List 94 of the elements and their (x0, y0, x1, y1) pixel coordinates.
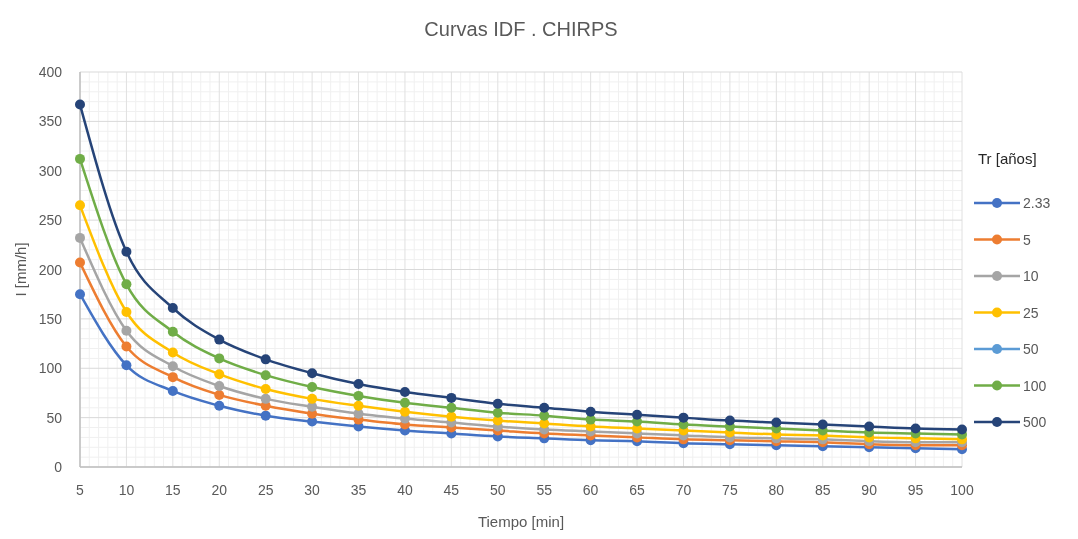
point (399, 397, 410, 408)
legend-label: 500 (1023, 414, 1047, 430)
point (399, 386, 410, 397)
legend-label: 2.33 (1023, 195, 1051, 211)
point (260, 393, 271, 404)
y-tick-label: 250 (38, 212, 63, 229)
point (307, 368, 318, 379)
point (167, 326, 178, 337)
point (167, 385, 178, 396)
point (353, 379, 364, 390)
point (771, 417, 782, 428)
point (910, 423, 921, 434)
point (214, 381, 225, 392)
x-tick-label: 30 (304, 482, 321, 498)
point (167, 303, 178, 314)
x-tick-label: 10 (118, 482, 135, 498)
point (121, 341, 132, 352)
x-tick-label: 5 (76, 482, 85, 498)
point (121, 246, 132, 257)
point (724, 415, 735, 426)
y-tick-label: 350 (38, 113, 63, 130)
point (539, 410, 550, 421)
y-tick-label: 50 (46, 409, 63, 426)
point (121, 360, 132, 371)
point (446, 411, 457, 422)
point (307, 393, 318, 404)
x-tick-label: 25 (257, 482, 274, 498)
point (446, 402, 457, 413)
point (492, 407, 503, 418)
x-tick-label: 35 (350, 482, 367, 498)
point (167, 347, 178, 358)
point (678, 412, 689, 423)
point (492, 398, 503, 409)
point (260, 410, 271, 421)
point (121, 325, 132, 336)
x-tick-label: 40 (397, 482, 413, 498)
point (957, 424, 967, 435)
y-tick-label: 200 (38, 261, 63, 278)
point (167, 361, 178, 372)
point (260, 383, 271, 394)
x-tick-label: 45 (443, 482, 460, 498)
chart-title: Curvas IDF . CHIRPS (424, 18, 618, 40)
point (121, 279, 132, 290)
point (75, 232, 85, 243)
point (632, 409, 643, 420)
y-tick-label: 300 (38, 162, 63, 179)
point (817, 419, 828, 430)
point (214, 334, 225, 345)
point (75, 200, 85, 211)
point (75, 153, 85, 164)
x-tick-label: 90 (861, 482, 878, 498)
y-tick-label: 400 (38, 64, 63, 80)
point (399, 406, 410, 417)
point (214, 353, 225, 364)
y-axis-title: I [mm/h] (12, 242, 29, 297)
point (75, 99, 85, 110)
point (75, 257, 85, 268)
x-tick-label: 15 (165, 482, 181, 498)
legend-label: 5 (1023, 231, 1031, 248)
x-tick-label: 75 (722, 482, 738, 498)
legend-label: 25 (1023, 304, 1039, 321)
point (539, 402, 550, 413)
y-tick-label: 100 (38, 360, 63, 377)
x-axis-title: Tiempo [min] (477, 513, 565, 530)
x-tick-label: 100 (950, 482, 974, 498)
x-tick-label: 65 (629, 482, 646, 498)
x-tick-label: 55 (536, 482, 553, 498)
legend-label: 50 (1023, 341, 1039, 357)
point (260, 370, 271, 381)
point (585, 406, 596, 417)
point (214, 369, 225, 380)
point (864, 421, 875, 432)
x-tick-label: 80 (768, 482, 785, 498)
point (121, 306, 132, 317)
point (75, 289, 85, 300)
x-tick-label: 50 (490, 482, 506, 498)
point (353, 400, 364, 411)
point (307, 382, 318, 393)
x-tick-label: 70 (675, 482, 692, 498)
y-tick-label: 0 (54, 459, 63, 475)
x-tick-label: 85 (814, 482, 831, 498)
y-tick-label: 150 (38, 310, 63, 327)
legend-label: 100 (1023, 377, 1047, 394)
x-tick-label: 60 (582, 482, 599, 498)
point (214, 400, 225, 411)
x-tick-label: 95 (907, 482, 924, 498)
legend-label: 10 (1023, 268, 1039, 284)
point (353, 390, 364, 401)
x-tick-label: 20 (211, 482, 228, 498)
point (446, 392, 457, 403)
point (167, 372, 178, 383)
point (260, 354, 271, 365)
legend-title: Tr [años] (978, 150, 1037, 167)
point (214, 389, 225, 400)
